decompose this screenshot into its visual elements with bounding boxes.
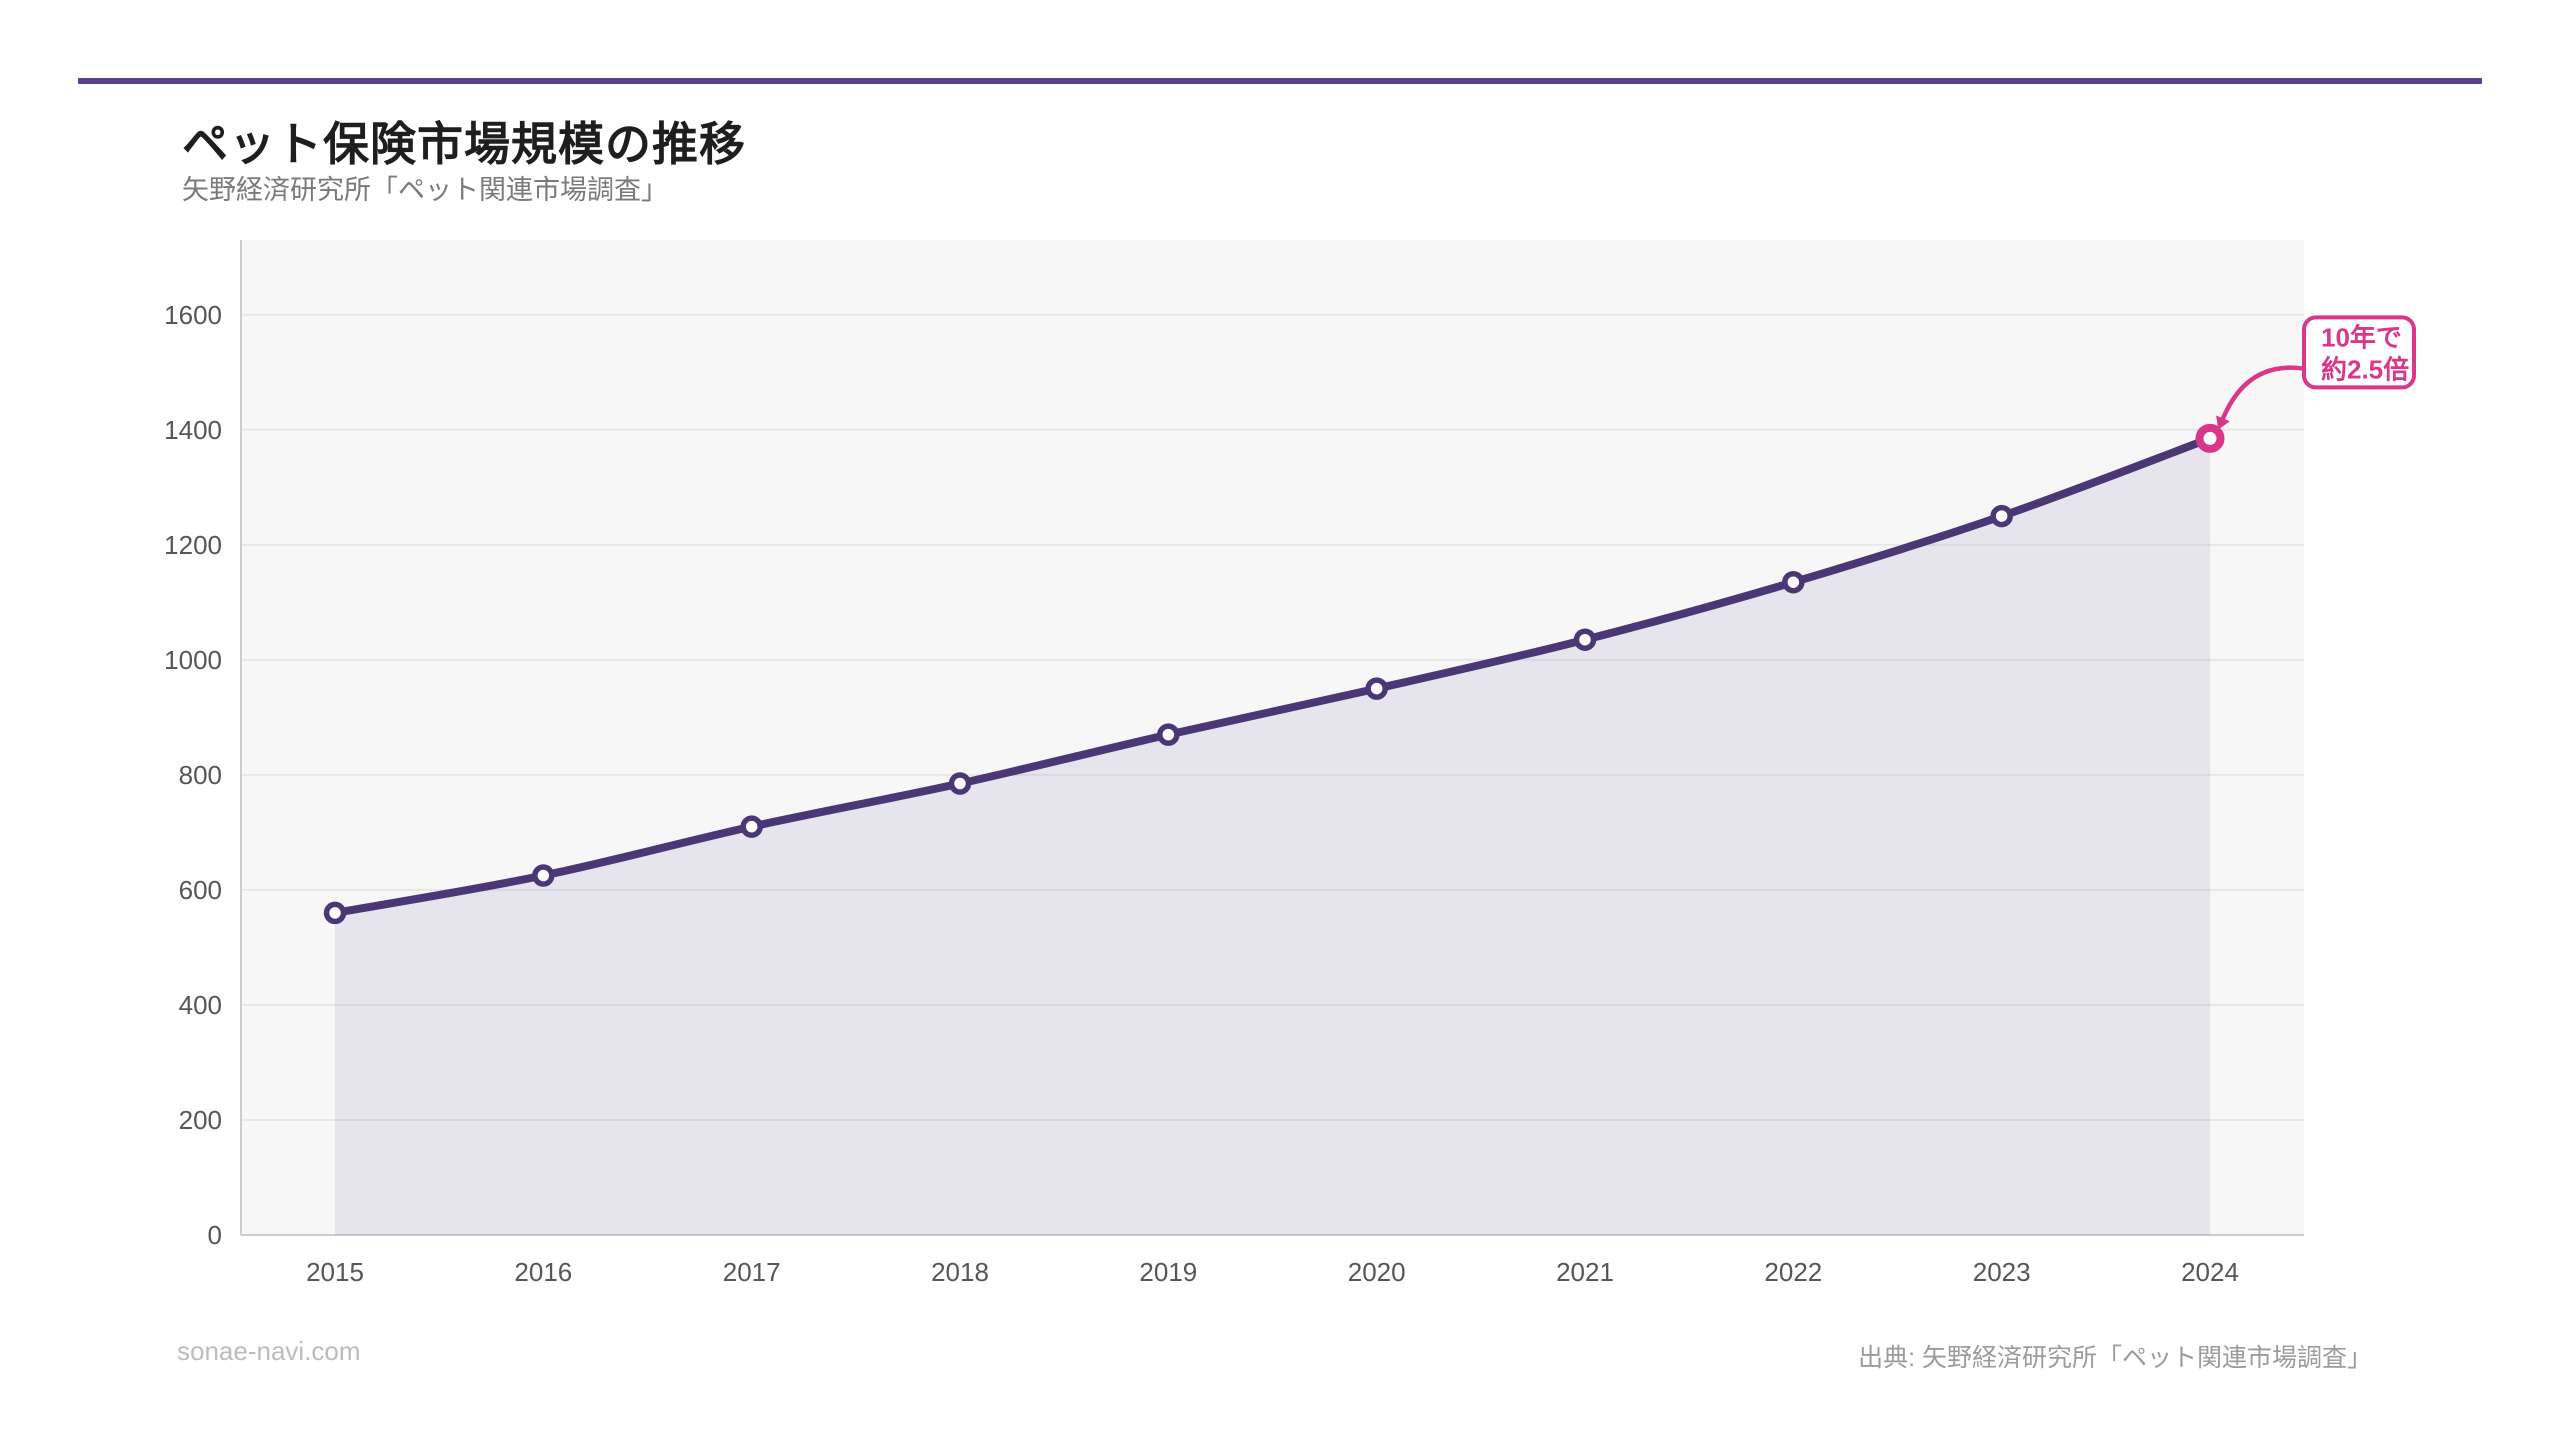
data-point (323, 901, 347, 925)
page-subtitle: 矢野経済研究所「ペット関連市場調査」 (182, 175, 668, 205)
plot-background (241, 240, 2304, 1235)
annotation-text-line1: 10年で (2321, 322, 2402, 352)
annotation-text-line2: 約2.5倍 (2321, 354, 2409, 384)
x-tick-label: 2023 (1973, 1257, 2031, 1287)
data-point (1782, 570, 1805, 594)
data-point (1157, 723, 1180, 746)
y-tick-label: 800 (179, 760, 222, 790)
y-tick-label: 200 (179, 1105, 222, 1135)
y-tick-label: 400 (179, 990, 222, 1020)
x-tick-label: 2017 (723, 1257, 781, 1287)
y-tick-label: 1600 (164, 300, 222, 330)
x-tick-label: 2024 (2181, 1257, 2239, 1287)
y-tick-label: 1200 (164, 530, 222, 560)
data-point (948, 772, 972, 795)
page-title: ペット保険市場規模の推移 (182, 118, 746, 170)
data-point (1573, 628, 1597, 651)
x-tick-label: 2015 (306, 1257, 364, 1287)
data-point (1365, 677, 1388, 700)
y-tick-label: 1400 (164, 415, 222, 445)
x-tick-label: 2020 (1348, 1257, 1406, 1287)
y-tick-label: 0 (208, 1220, 222, 1250)
source-text: 出典: 矢野経済研究所「ペット関連市場調査」 (1858, 1344, 2372, 1372)
annotation-arrowhead (2216, 415, 2230, 430)
x-tick-label: 2019 (1139, 1257, 1197, 1287)
trend-line (331, 434, 2214, 917)
y-tick-label: 600 (179, 875, 222, 905)
annotation-arrow (2220, 365, 2305, 421)
area-fill (335, 438, 2210, 1235)
x-tick-label: 2021 (1556, 1257, 1614, 1287)
data-point (1990, 504, 2013, 528)
highlight-point (2195, 423, 2225, 453)
x-tick-label: 2022 (1764, 1257, 1822, 1287)
y-tick-label: 1000 (164, 645, 222, 675)
annotation-box (2302, 315, 2416, 390)
data-point (532, 864, 555, 887)
top-accent-bar (78, 78, 2482, 84)
x-tick-label: 2016 (514, 1257, 572, 1287)
watermark-text: sonae-navi.com (177, 1336, 361, 1366)
data-point (740, 815, 763, 838)
x-tick-label: 2018 (931, 1257, 989, 1287)
